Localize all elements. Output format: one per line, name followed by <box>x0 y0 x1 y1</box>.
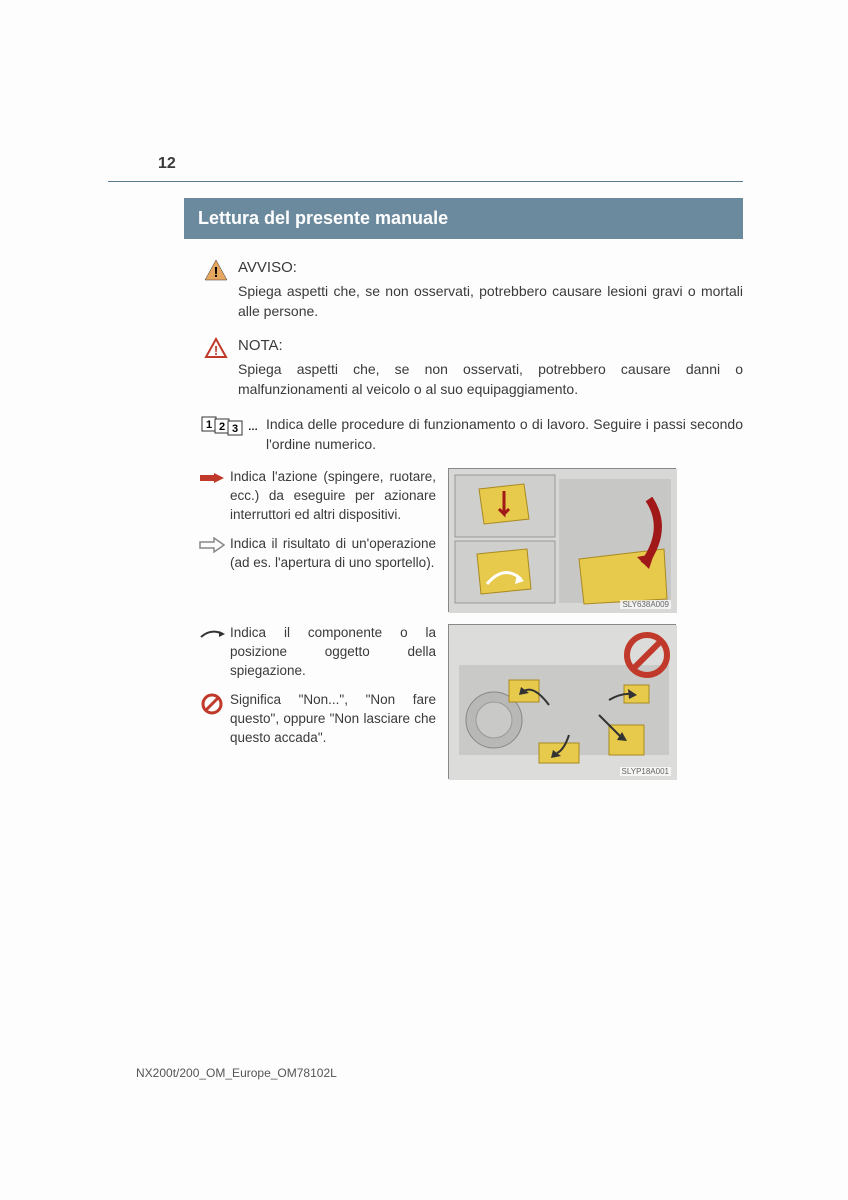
caution-icon: ! <box>196 335 236 399</box>
curved-arrow-icon <box>196 624 228 640</box>
svg-text:!: ! <box>214 264 219 281</box>
figure-dashboard: SLYP18A001 <box>448 624 676 779</box>
outline-arrow-icon <box>196 535 228 553</box>
top-rule <box>108 181 743 182</box>
avviso-row: ! AVVISO: Spiega aspetti che, se non oss… <box>196 257 743 321</box>
avviso-body: Spiega aspetti che, se non osservati, po… <box>238 281 743 322</box>
svg-text:…: … <box>248 422 258 433</box>
nota-body: Spiega aspetti che, se non osservati, po… <box>238 359 743 400</box>
svg-text:1: 1 <box>206 419 212 431</box>
manual-page: 12 Lettura del presente manuale ! AVVISO… <box>0 0 848 779</box>
prohibit-icon <box>196 691 228 715</box>
red-arrow-row: Indica l'azione (spingere, ruotare, ecc.… <box>196 468 436 525</box>
numbered-body: Indica delle procedure di funzionamento … <box>264 414 743 455</box>
numbered-steps-row: 1 2 3 … Indica delle procedure di funzio… <box>196 414 743 455</box>
figure1-label: SLY638A009 <box>620 600 671 609</box>
page-number: 12 <box>158 155 743 173</box>
component-prohibit-block: Indica il componente o la posizione ogge… <box>196 624 743 779</box>
curved-arrow-row: Indica il componente o la posizione ogge… <box>196 624 436 681</box>
prohibit-row: Significa "Non...", "Non fare questo", o… <box>196 691 436 748</box>
nota-row: ! NOTA: Spiega aspetti che, se non osser… <box>196 335 743 399</box>
footer-text: NX200t/200_OM_Europe_OM78102L <box>136 1066 337 1080</box>
action-result-block: Indica l'azione (spingere, ruotare, ecc.… <box>196 468 743 612</box>
svg-text:3: 3 <box>232 423 238 435</box>
warning-icon: ! <box>196 257 236 321</box>
avviso-title: AVVISO: <box>238 257 743 279</box>
numbered-boxes-icon: 1 2 3 … <box>196 414 264 455</box>
section-header: Lettura del presente manuale <box>184 198 743 239</box>
figure2-label: SLYP18A001 <box>620 767 671 776</box>
svg-text:!: ! <box>214 343 218 358</box>
nota-title: NOTA: <box>238 335 743 357</box>
left-text-block-1: Indica l'azione (spingere, ruotare, ecc.… <box>196 468 436 612</box>
left-text-block-2: Indica il componente o la posizione ogge… <box>196 624 436 779</box>
prohibit-body: Significa "Non...", "Non fare questo", o… <box>228 691 436 748</box>
outline-arrow-body: Indica il risultato di un'operazione (ad… <box>228 535 436 573</box>
figure-console: SLY638A009 <box>448 468 676 612</box>
curved-arrow-body: Indica il componente o la posizione ogge… <box>228 624 436 681</box>
red-arrow-body: Indica l'azione (spingere, ruotare, ecc.… <box>228 468 436 525</box>
red-arrow-icon <box>196 468 228 486</box>
outline-arrow-row: Indica il risultato di un'operazione (ad… <box>196 535 436 573</box>
avviso-text: AVVISO: Spiega aspetti che, se non osser… <box>236 257 743 321</box>
svg-text:2: 2 <box>219 421 225 433</box>
nota-text: NOTA: Spiega aspetti che, se non osserva… <box>236 335 743 399</box>
